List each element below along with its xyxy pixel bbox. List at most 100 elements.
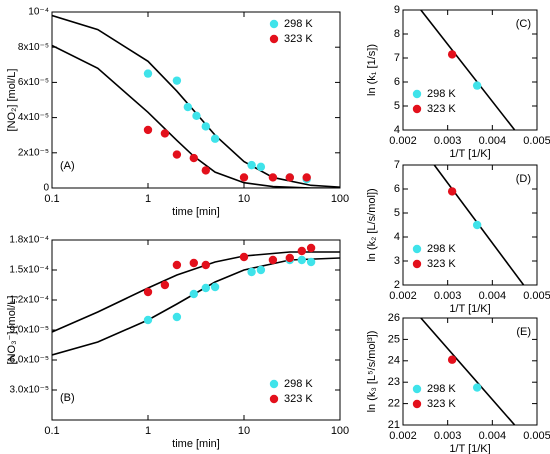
y-tick-label: 5 bbox=[394, 100, 400, 112]
data-point bbox=[172, 312, 182, 322]
panel-label: (A) bbox=[60, 160, 75, 172]
y-tick-label: 2x10⁻⁵ bbox=[18, 147, 49, 158]
data-point bbox=[201, 260, 210, 270]
x-tick-label: 10 bbox=[238, 193, 250, 205]
x-axis-label: 1/T [1/K] bbox=[449, 443, 490, 454]
y-tick-label: 4x10⁻⁵ bbox=[18, 112, 49, 123]
data-point bbox=[302, 173, 311, 182]
x-tick-label: 0.004 bbox=[479, 290, 507, 302]
y-tick-label: 26 bbox=[388, 312, 400, 324]
y-tick-label: 10⁻⁴ bbox=[28, 7, 49, 18]
fit-line bbox=[52, 44, 340, 188]
x-tick-label: 10 bbox=[238, 425, 250, 437]
plot-frame bbox=[51, 239, 341, 421]
data-point bbox=[210, 282, 220, 292]
data-point bbox=[306, 243, 316, 253]
panel-label: (C) bbox=[516, 18, 531, 30]
data-point bbox=[239, 252, 249, 262]
legend-label: 323 K bbox=[427, 103, 456, 115]
legend-marker bbox=[412, 104, 422, 114]
legend-marker bbox=[412, 259, 422, 269]
x-axis-label: time [min] bbox=[172, 206, 220, 218]
y-tick-label: 23 bbox=[388, 376, 400, 388]
y-tick-label: 1.8x10⁻⁴ bbox=[9, 235, 49, 246]
y-tick-label: 5 bbox=[394, 207, 400, 219]
y-tick-label: 8 bbox=[394, 28, 400, 40]
y-axis-label: [NO₃⁻] [mol/L] bbox=[6, 296, 18, 365]
legend-marker bbox=[412, 384, 422, 394]
y-tick-label: 1.5x10⁻⁴ bbox=[9, 265, 49, 276]
legend-label: 323 K bbox=[427, 258, 456, 270]
data-point bbox=[247, 267, 256, 277]
data-point bbox=[285, 173, 295, 182]
y-tick-label: 4 bbox=[394, 124, 400, 136]
x-tick-label: 1 bbox=[145, 425, 151, 437]
x-tick-label: 0.1 bbox=[44, 193, 59, 205]
data-point bbox=[247, 160, 256, 170]
legend-label: 298 K bbox=[427, 243, 456, 255]
data-point bbox=[268, 255, 278, 265]
x-tick-label: 100 bbox=[331, 193, 349, 205]
x-tick-label: 1 bbox=[145, 193, 151, 205]
data-point bbox=[172, 150, 182, 159]
legend-label: 298 K bbox=[284, 378, 313, 390]
data-point bbox=[160, 280, 170, 290]
y-tick-label: 6x10⁻⁵ bbox=[18, 77, 49, 88]
data-point bbox=[201, 166, 210, 175]
data-point bbox=[160, 129, 170, 138]
y-tick-label: 7 bbox=[394, 159, 400, 171]
y-axis-label: ln (k₂ [L/s/mol]) bbox=[366, 188, 378, 261]
x-tick-label: 0.002 bbox=[389, 290, 417, 302]
data-point bbox=[143, 315, 153, 325]
data-point bbox=[268, 173, 278, 182]
panel-label: (B) bbox=[60, 392, 75, 404]
y-tick-label: 2 bbox=[394, 279, 400, 291]
plot-frame bbox=[51, 11, 341, 189]
y-tick-label: 8x10⁻⁵ bbox=[18, 42, 49, 53]
x-tick-label: 0.003 bbox=[434, 290, 462, 302]
x-axis-label: 1/T [1/K] bbox=[449, 303, 490, 315]
legend-marker bbox=[412, 244, 422, 254]
x-tick-label: 0.005 bbox=[523, 290, 550, 302]
y-tick-label: 4 bbox=[394, 231, 400, 243]
y-tick-label: 7 bbox=[394, 52, 400, 64]
y-tick-label: 21 bbox=[388, 419, 400, 431]
data-point bbox=[172, 260, 182, 270]
legend-label: 298 K bbox=[427, 383, 456, 395]
data-point bbox=[256, 162, 266, 172]
data-point bbox=[472, 383, 482, 392]
data-point bbox=[297, 255, 306, 265]
legend-marker bbox=[269, 19, 279, 29]
data-point bbox=[172, 76, 182, 85]
legend-label: 298 K bbox=[284, 18, 313, 30]
y-axis-label: ln (k₃ [L⁵/s/mol³]) bbox=[366, 331, 378, 413]
y-tick-label: 0 bbox=[43, 183, 49, 194]
fit-line bbox=[420, 10, 516, 130]
x-tick-label: 0.005 bbox=[523, 135, 550, 147]
y-axis-label: [NO₂] [mol/L] bbox=[6, 69, 18, 132]
legend-marker bbox=[269, 394, 279, 404]
x-tick-label: 0.002 bbox=[389, 430, 417, 442]
y-axis-label: ln (k₁ [1/s]) bbox=[366, 44, 378, 96]
y-tick-label: 25 bbox=[388, 333, 400, 345]
data-point bbox=[183, 102, 193, 112]
data-point bbox=[447, 187, 457, 196]
x-tick-label: 0.004 bbox=[479, 135, 507, 147]
plot-frame bbox=[402, 164, 538, 286]
data-point bbox=[447, 355, 457, 364]
data-point bbox=[143, 287, 153, 297]
legend-marker bbox=[269, 379, 279, 389]
panel-label: (E) bbox=[516, 326, 531, 338]
y-tick-label: 9.0x10⁻⁵ bbox=[10, 325, 49, 336]
data-point bbox=[210, 134, 220, 143]
y-tick-label: 22 bbox=[388, 398, 400, 410]
x-tick-label: 0.002 bbox=[389, 135, 417, 147]
x-axis-label: 1/T [1/K] bbox=[449, 148, 490, 160]
fit-line bbox=[420, 318, 516, 425]
x-axis-label: time [min] bbox=[172, 438, 220, 450]
data-point bbox=[447, 50, 457, 59]
data-point bbox=[239, 173, 249, 182]
y-tick-label: 24 bbox=[388, 355, 400, 367]
x-tick-label: 0.003 bbox=[434, 430, 462, 442]
